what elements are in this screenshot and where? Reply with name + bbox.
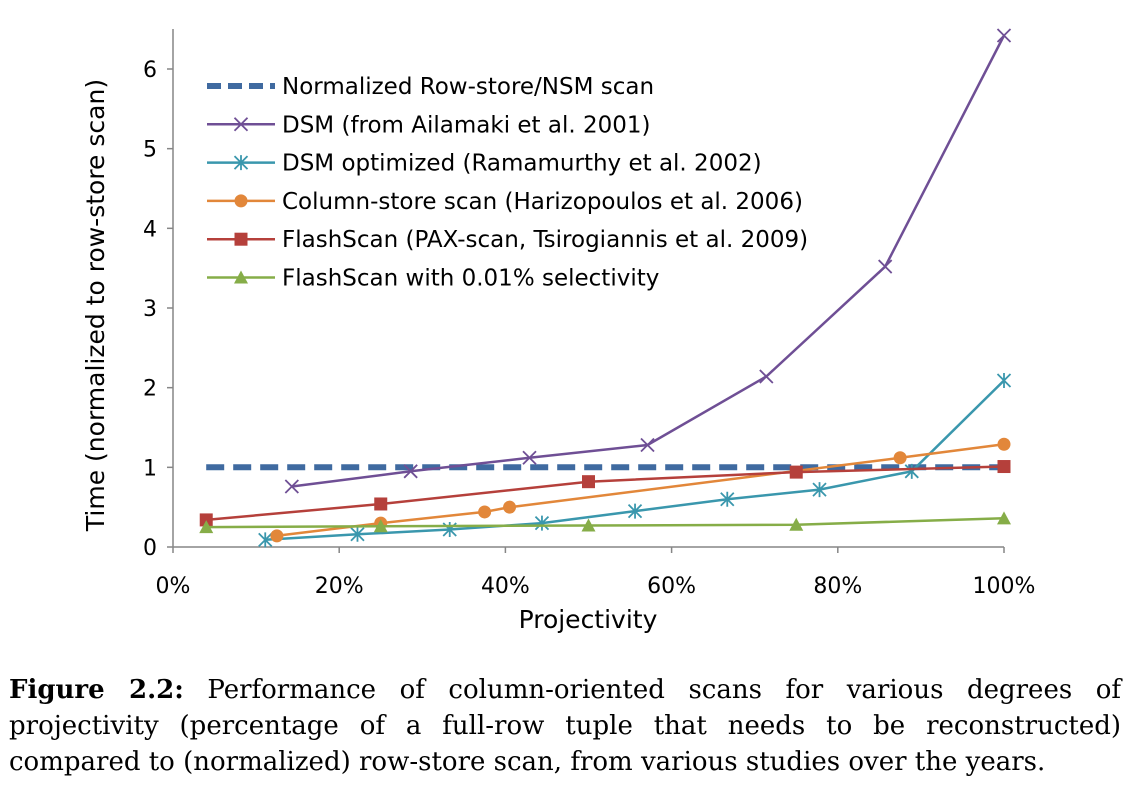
y-tick-label: 5 <box>143 138 157 163</box>
square-marker <box>199 513 213 527</box>
x-marker <box>996 28 1012 43</box>
asterisk-marker <box>812 482 827 498</box>
series-6 <box>199 511 1011 534</box>
square-marker <box>234 232 248 246</box>
legend-item: FlashScan (PAX-scan, Tsirogiannis et al.… <box>207 227 808 253</box>
asterisk-marker <box>720 491 735 507</box>
y-tick-label: 4 <box>143 217 157 242</box>
asterisk-marker <box>233 155 249 171</box>
series-line <box>206 465 1005 522</box>
x-tick-label: 20% <box>315 574 364 599</box>
y-tick-label: 2 <box>143 377 157 402</box>
caption-label: Figure 2.2: <box>9 675 184 705</box>
x-axis-title: Projectivity <box>519 605 658 634</box>
y-tick-label: 1 <box>143 456 157 481</box>
asterisk-marker <box>904 463 919 479</box>
figure-caption: Figure 2.2: Performance of column-orient… <box>9 672 1121 780</box>
x-tick-label: 40% <box>481 574 530 599</box>
series-5 <box>199 460 1011 527</box>
triangle-marker <box>234 270 248 284</box>
legend-label: FlashScan with 0.01% selectivity <box>282 266 659 292</box>
square-marker <box>789 465 803 479</box>
x-marker <box>403 464 418 479</box>
circle-marker <box>503 500 517 514</box>
asterisk-marker <box>627 503 643 519</box>
caption-text: Performance of column-oriented scans for… <box>9 675 1121 777</box>
series-2 <box>284 28 1012 494</box>
asterisk-marker <box>258 532 273 548</box>
x-tick-label: 60% <box>647 574 696 599</box>
triangle-marker <box>581 518 596 532</box>
x-marker <box>284 479 299 494</box>
triangle-marker <box>199 520 214 534</box>
series-3 <box>258 372 1012 548</box>
legend-item: DSM optimized (Ramamurthy et al. 2002) <box>207 151 762 177</box>
y-tick-label: 0 <box>143 536 157 561</box>
asterisk-marker <box>534 515 550 531</box>
square-marker <box>997 460 1011 474</box>
legend-label: DSM (from Ailamaki et al. 2001) <box>282 112 651 138</box>
y-tick-label: 6 <box>143 58 157 83</box>
x-tick-label: 0% <box>156 574 191 599</box>
asterisk-marker <box>996 372 1012 388</box>
triangle-marker <box>997 511 1011 525</box>
legend: Normalized Row-store/NSM scan DSM (from A… <box>207 74 808 292</box>
x-marker <box>233 117 249 132</box>
asterisk-marker <box>350 526 365 542</box>
legend-label: FlashScan (PAX-scan, Tsirogiannis et al.… <box>282 227 808 253</box>
circle-marker <box>270 529 284 543</box>
y-axis-title: Time (normalized to row-store scan) <box>81 79 110 532</box>
series-line <box>206 517 1005 529</box>
legend-label: Column-store scan (Harizopoulos et al. 2… <box>282 189 803 215</box>
x-marker <box>878 259 893 274</box>
legend-item: DSM (from Ailamaki et al. 2001) <box>207 112 651 138</box>
series-line <box>291 34 1006 488</box>
x-tick-label: 80% <box>813 574 862 599</box>
circle-marker <box>234 194 248 208</box>
triangle-marker <box>373 519 388 533</box>
y-tick-label: 3 <box>143 297 157 322</box>
x-marker <box>522 450 537 465</box>
legend-item: FlashScan with 0.01% selectivity <box>207 266 659 292</box>
legend-label: DSM optimized (Ramamurthy et al. 2002) <box>282 151 762 177</box>
triangle-marker <box>789 517 804 531</box>
legend-item: Normalized Row-store/NSM scan <box>207 74 654 100</box>
square-marker <box>582 475 595 489</box>
x-tick-label: 100% <box>973 574 1036 599</box>
legend-label: Normalized Row-store/NSM scan <box>282 74 654 100</box>
x-marker <box>759 369 774 384</box>
series-layer <box>199 28 1012 548</box>
legend-item: Column-store scan (Harizopoulos et al. 2… <box>207 189 803 215</box>
circle-marker <box>893 451 907 465</box>
x-marker <box>640 437 655 453</box>
circle-marker <box>997 437 1011 451</box>
circle-marker <box>478 505 492 519</box>
square-marker <box>374 497 388 511</box>
